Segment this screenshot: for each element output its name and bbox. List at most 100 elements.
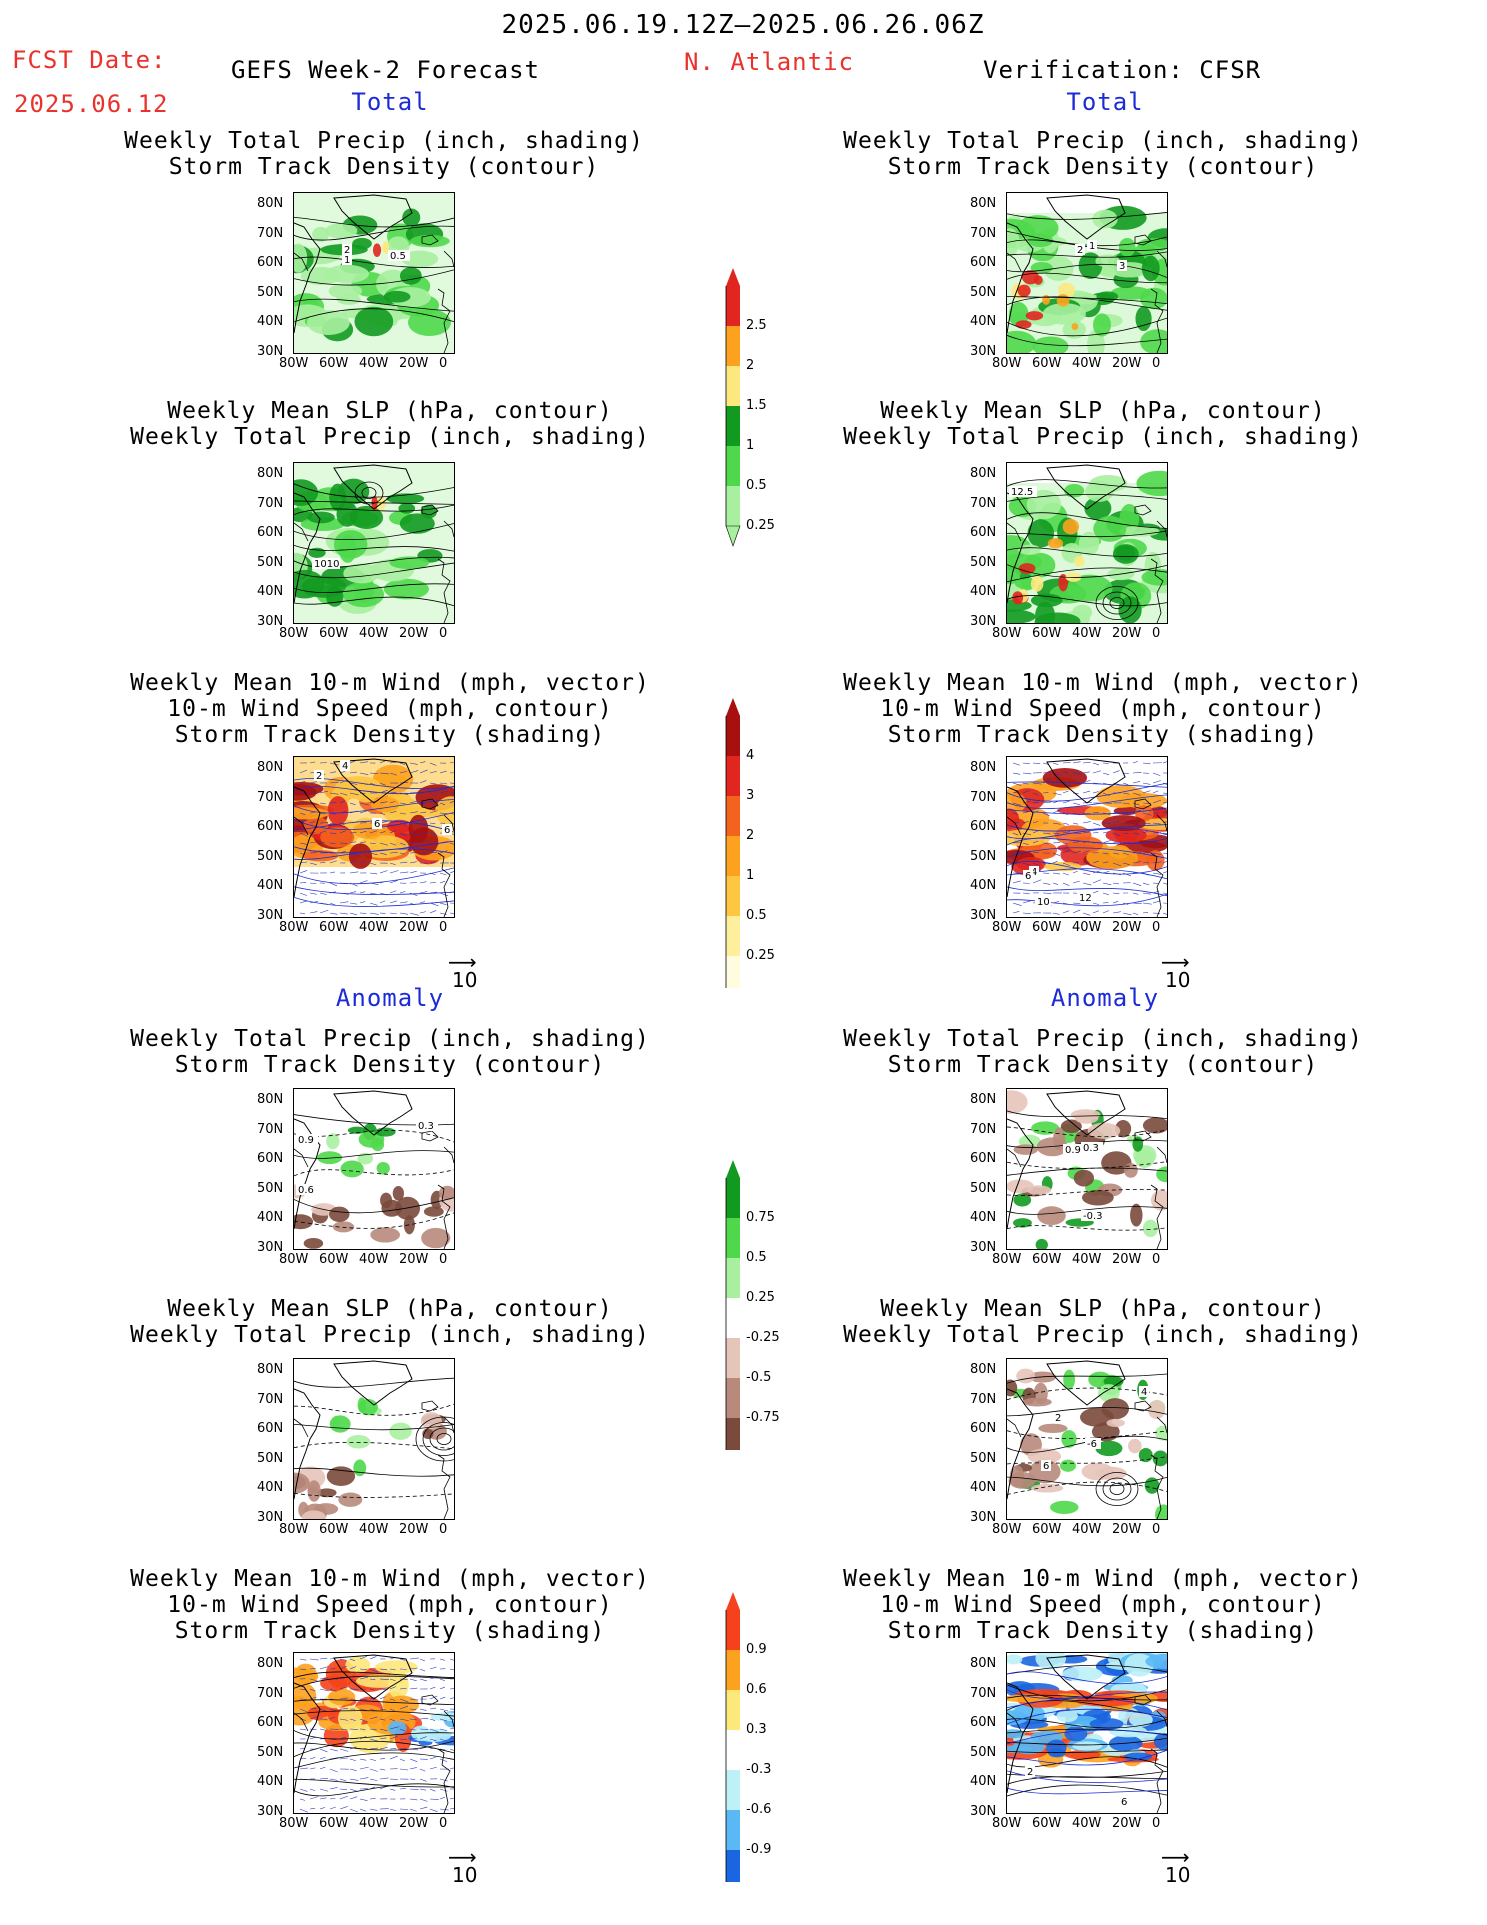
lat-tick-label: 70N [257,1391,284,1407]
lat-tick-label: 30N [257,907,284,923]
lon-tick-label: 20W [399,1816,429,1831]
lon-tick-label: 60W [1032,1522,1062,1537]
contour-label: 0.9 [298,1135,314,1146]
period-title: 2025.06.19.12Z–2025.06.26.06Z [501,10,985,40]
contour-label: 2 [1027,1767,1033,1778]
lat-tick-label: 40N [970,1774,997,1789]
colorbar-track-total [725,698,740,988]
lat-tick-label: 80N [257,1362,284,1377]
lon-tick-label: 80W [992,356,1022,371]
anomaly-label-left: Anomaly [335,984,445,1012]
lat-tick-label: 40N [970,1480,997,1495]
lat-tick-label: 40N [257,584,284,599]
colorbar-precip-total [725,268,741,547]
lat-tick-label: 50N [257,848,284,864]
lat-tick-label: 30N [257,343,284,359]
colorbar-label: -0.9 [746,1842,772,1857]
anomaly-label-right: Anomaly [1050,984,1160,1012]
lat-tick-label: 80N [970,1092,997,1107]
lat-tick-label: 80N [257,1656,284,1671]
vector-scale-p3: ⟶ 10 [448,950,478,992]
map-verif-total-wind-track: 4 6 10 12 [1006,756,1168,918]
lon-tick-label: 20W [1112,626,1142,641]
colorbar-label: -0.25 [746,1330,780,1345]
lon-tick-label: 20W [1112,920,1142,935]
lat-tick-label: 60N [970,525,997,540]
lon-tick-label: 60W [319,626,349,641]
colorbar-label: 0.5 [746,908,767,923]
colorbar-label: -0.75 [746,1410,780,1425]
lon-tick-label: 80W [279,920,309,935]
lat-tick-label: 60N [970,819,997,834]
lat-tick-label: 80N [970,196,997,211]
lon-tick-label: 40W [359,1522,389,1537]
contour-label: 12.5 [1011,487,1033,498]
lon-tick-label: 0 [1152,1522,1161,1537]
title-p10: Weekly Total Precip (inch, shading) Storm… [843,1026,1363,1078]
lat-tick-label: 40N [970,878,997,893]
lat-tick-label: 60N [257,1715,284,1730]
lon-tick-label: 80W [992,1816,1022,1831]
lon-tick-label: 80W [279,1252,309,1267]
lon-tick-label: 0 [439,920,448,935]
lon-tick-label: 40W [359,356,389,371]
contour-label: 0.9 [1065,1145,1081,1156]
lat-tick-label: 40N [970,1210,997,1225]
lon-tick-label: 20W [1112,356,1142,371]
lat-tick-label: 30N [257,1803,284,1819]
lat-tick-label: 30N [970,1509,997,1525]
contour-label: 12 [1079,893,1092,904]
lon-tick-label: 80W [279,356,309,371]
lat-tick-label: 80N [970,760,997,775]
colorbar-label: 0.5 [746,1250,767,1265]
colorbar-track-anom [725,1592,740,1882]
lat-tick-label: 40N [257,1210,284,1225]
lat-tick-label: 60N [970,1421,997,1436]
lon-tick-label: 40W [1072,1252,1102,1267]
lat-tick-label: 60N [970,1151,997,1166]
lon-tick-label: 80W [992,1252,1022,1267]
contour-label: 2 [1077,245,1083,256]
title-p5: Weekly Mean SLP (hPa, contour) Weekly Tot… [130,1296,650,1348]
colorbar-label: 0.6 [746,1682,767,1697]
lat-tick-label: 50N [970,284,997,300]
lat-tick-label: 70N [970,225,997,241]
title-p1: Weekly Total Precip (inch, shading) Storm… [124,128,644,180]
lon-tick-label: 20W [1112,1522,1142,1537]
lat-tick-label: 80N [257,760,284,775]
lon-tick-label: 80W [279,1522,309,1537]
lat-tick-label: 50N [257,1450,284,1466]
colorbar-label: 3 [746,788,755,803]
contour-label: 6 [374,819,380,830]
title-p2: Weekly Mean SLP (hPa, contour) Weekly Tot… [130,398,650,450]
lat-tick-label: 30N [257,1509,284,1525]
lat-tick-label: 80N [970,1656,997,1671]
lon-tick-label: 20W [399,1252,429,1267]
colorbar-label: 2 [746,358,755,373]
lon-tick-label: 0 [439,1522,448,1537]
lat-tick-label: 80N [257,466,284,481]
contour-label: 6 [1043,1461,1049,1472]
lat-tick-label: 40N [257,878,284,893]
colorbar-label: 1 [746,438,755,453]
lon-tick-label: 20W [1112,1252,1142,1267]
lon-tick-label: 60W [319,1252,349,1267]
lat-tick-label: 60N [257,525,284,540]
lon-tick-label: 40W [1072,1816,1102,1831]
contour-label: 0.6 [298,1185,314,1196]
lon-tick-label: 0 [439,626,448,641]
lat-tick-label: 50N [970,1180,997,1196]
lat-tick-label: 80N [257,196,284,211]
lat-tick-label: 70N [257,1685,284,1701]
lat-tick-label: 70N [970,495,997,511]
contour-label: 4 [342,761,348,772]
lat-tick-label: 60N [257,819,284,834]
lat-tick-label: 40N [257,1480,284,1495]
lat-tick-label: 80N [970,1362,997,1377]
contour-label: 0.3 [418,1121,434,1132]
title-p8: Weekly Mean SLP (hPa, contour) Weekly Tot… [843,398,1363,450]
contour-label: -0.3 [1083,1211,1103,1222]
lat-tick-label: 80N [257,1092,284,1107]
lon-tick-label: 80W [992,920,1022,935]
